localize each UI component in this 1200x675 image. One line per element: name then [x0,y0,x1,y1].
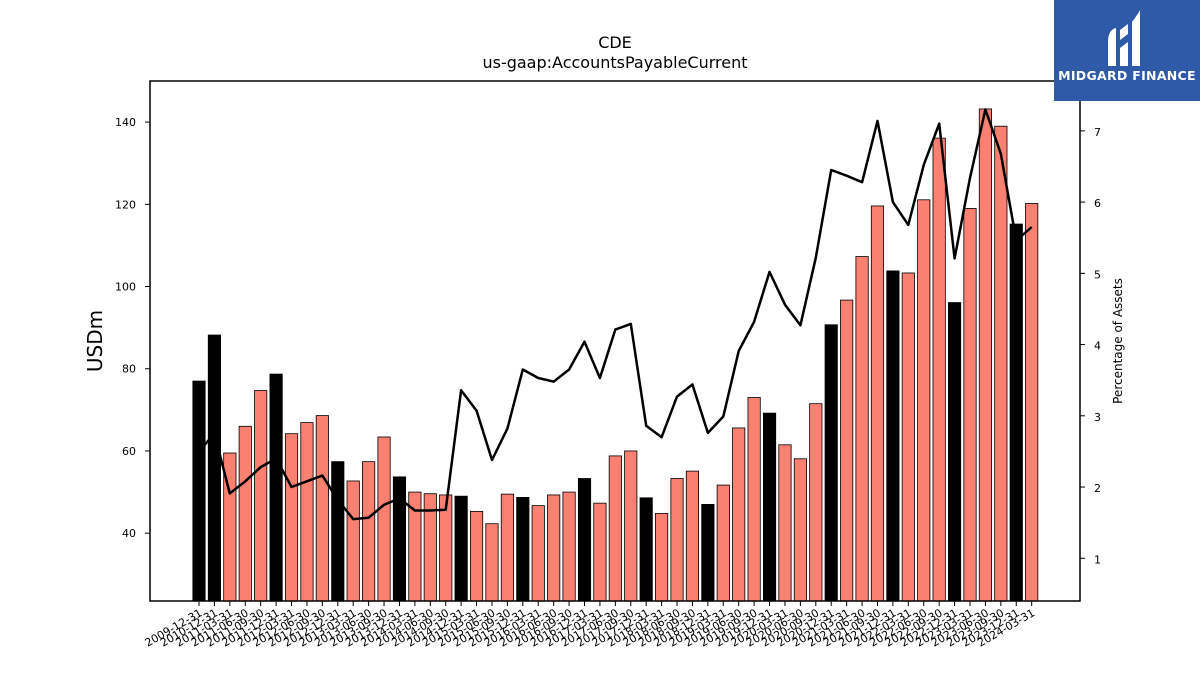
bar-2020-03-31 [778,444,792,602]
bar-2016-03-31 [531,505,545,602]
bar-2018-06-30 [670,478,684,602]
bar-2016-12-31 [577,478,592,602]
bar-2015-09-30 [500,493,514,602]
bar-2023-09-30 [994,125,1008,602]
bar-2016-06-30 [547,494,561,602]
bar-2023-03-31 [963,208,977,602]
bar-2020-12-31 [824,324,838,602]
y-tick-label: 40 [122,527,136,540]
bar-2011-06-30 [238,425,252,602]
logo-text: MIDGARD FINANCE [1058,68,1196,83]
y-tick-label: 100 [115,281,136,294]
bar-2009-12-31 [192,380,206,602]
bar-2019-06-30 [732,427,746,602]
bar-2012-03-31 [284,433,299,602]
bar-2015-06-30 [485,523,499,602]
y2-axis-title: Percentage of Assets [1111,278,1125,404]
percentage-of-assets-line [198,108,1033,521]
bar-2018-12-31 [701,503,715,602]
bar-2017-12-31 [639,497,653,602]
bar-2022-09-30 [932,137,946,602]
bar-2017-09-30 [624,450,638,602]
bar-2010-12-31 [207,334,221,602]
bar-2022-12-31 [948,302,962,602]
bar-2016-09-30 [562,491,576,602]
midgard-logo-icon [1108,10,1140,66]
y2-tick-label: 1 [1094,553,1101,566]
bars [192,108,1039,602]
percentage-line [198,108,1033,521]
y2-tick-label: 6 [1094,197,1101,210]
y-tick-label: 60 [122,445,136,458]
bar-2018-09-30 [685,470,700,602]
bar-2015-12-31 [516,497,530,602]
bar-2013-06-30 [362,461,376,602]
y2-tick-label: 3 [1094,411,1101,424]
bar-2020-09-30 [809,403,823,602]
bar-2019-12-31 [762,412,777,602]
bar-2024-03-31 [1025,203,1039,602]
bar-2021-09-30 [870,205,885,602]
y-axis-left: 40 60 80 100 120 140 [115,116,150,540]
brand-logo: MIDGARD FINANCE [1054,0,1200,101]
bar-2012-09-30 [315,415,329,602]
bar-2021-06-30 [855,256,869,602]
bar-2011-12-31 [269,373,283,602]
y-axis-right: 1 2 3 4 5 6 7 [1080,126,1101,566]
y2-tick-label: 2 [1094,482,1101,495]
bar-2021-03-31 [840,299,854,602]
x-axis: 2009-12-312010-12-312011-03-312011-06-30… [143,601,1037,650]
bar-2019-03-31 [716,484,730,602]
y2-tick-label: 4 [1094,340,1101,353]
bar-2022-06-30 [917,199,931,602]
bar-2013-12-31 [392,476,407,602]
bar-2011-09-30 [254,390,268,602]
y-tick-label: 140 [115,116,136,129]
bar-2013-09-30 [377,436,391,602]
bar-2017-06-30 [608,455,622,602]
chart-subtitle: us-gaap:AccountsPayableCurrent [482,53,747,72]
y2-tick-label: 7 [1094,126,1101,139]
bar-2022-03-31 [901,272,915,602]
bar-2020-06-30 [793,458,807,602]
bar-2021-12-31 [886,270,900,602]
bar-2012-12-31 [331,461,345,602]
bar-2023-12-31 [1009,223,1023,602]
bar-2019-09-30 [747,397,761,602]
bar-2015-03-31 [469,510,484,602]
bar-2012-06-30 [300,422,314,602]
y-tick-label: 120 [115,198,136,211]
y2-tick-label: 5 [1094,268,1101,281]
y-axis-title: USDm [83,310,107,372]
bar-2018-03-31 [655,513,669,602]
bar-2017-03-31 [593,502,607,602]
chart-title: CDE [598,33,632,52]
bar-2013-03-31 [346,480,360,602]
bar-2023-06-30 [978,108,992,602]
bar-2014-12-31 [454,495,468,602]
y-tick-label: 80 [122,363,136,376]
